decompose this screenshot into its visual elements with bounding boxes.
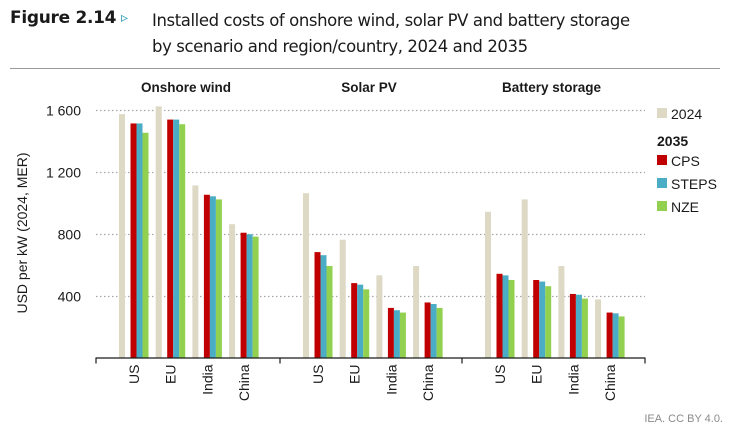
bar-cps [167, 119, 174, 358]
category-label: India [199, 364, 215, 395]
category-label: China [236, 364, 252, 401]
category-label: EU [529, 365, 545, 384]
bar-steps [320, 255, 327, 358]
bar-steps [430, 304, 437, 358]
bar-cps [240, 232, 247, 358]
title-divider [10, 68, 720, 69]
bar-steps [575, 294, 582, 358]
category-label: US [492, 365, 508, 384]
bar-nze [179, 124, 186, 358]
bar-cps [203, 194, 210, 358]
bar-cps [314, 252, 321, 358]
bar-steps [502, 275, 509, 358]
bar-2024 [339, 239, 346, 358]
bar-steps [539, 281, 546, 358]
legend-group-heading: 2035 [657, 133, 688, 149]
bar-nze [581, 298, 588, 358]
panel-title: Onshore wind [141, 80, 231, 95]
y-tick-label: 1 600 [46, 103, 81, 119]
legend-swatch-nze [657, 201, 667, 211]
bar-nze [215, 199, 222, 358]
bar-cps [496, 273, 503, 358]
legend-swatch-steps [657, 178, 667, 188]
bar-2024 [119, 114, 125, 358]
bar-cps [606, 312, 613, 358]
category-label: China [420, 364, 436, 401]
bar-nze [252, 236, 259, 358]
bar-cps [569, 293, 576, 358]
bar-cps [424, 302, 431, 358]
bar-cps [130, 123, 137, 358]
bar-2024 [192, 185, 199, 358]
source-credit: IEA. CC BY 4.0. [644, 413, 723, 425]
bars [119, 106, 625, 358]
category-label: US [310, 365, 326, 384]
y-tick-label: 800 [58, 227, 82, 243]
bar-nze [326, 266, 333, 358]
bar-nze [508, 280, 515, 358]
category-label: EU [163, 365, 179, 384]
bar-steps [246, 234, 253, 358]
category-label: India [383, 364, 399, 395]
legend-label: NZE [671, 199, 699, 215]
y-axis-title: USD per kW (2024, MER) [14, 152, 30, 313]
bar-2024 [229, 224, 236, 358]
bar-2024 [413, 266, 420, 358]
triangle-arrow-icon: ▹ [121, 10, 129, 26]
bar-2024 [485, 211, 491, 358]
y-tick-label: 1 200 [46, 165, 81, 181]
bar-cps [351, 283, 358, 358]
gridlines [96, 109, 645, 298]
bar-nze [618, 316, 625, 358]
bar-cps [533, 280, 540, 358]
bar-steps [393, 310, 400, 358]
bar-2024 [376, 275, 383, 358]
legend-label: 2024 [671, 106, 702, 122]
category-label: US [126, 365, 142, 384]
bar-steps [173, 119, 180, 358]
bar-steps [136, 123, 143, 358]
category-label: China [602, 364, 618, 401]
legend-label: STEPS [671, 176, 717, 192]
bar-steps [612, 313, 619, 358]
axes [95, 357, 646, 364]
labels: 400 800 1 200 1 600 USD per kW (2024, MER) On… [14, 80, 618, 401]
figure-title-line-2: by scenario and region/country, 2024 and… [152, 37, 528, 56]
bar-steps [357, 284, 364, 358]
figure-title-line-1: Installed costs of onshore wind, solar P… [152, 11, 630, 30]
bar-nze [363, 289, 370, 358]
bar-nze [436, 307, 443, 358]
bar-2024 [558, 266, 565, 358]
figure-title: Installed costs of onshore wind, solar P… [152, 8, 722, 60]
bar-cps [387, 307, 394, 358]
bar-2024 [155, 106, 162, 358]
bar-nze [399, 312, 406, 358]
legend: 2024 2035 CPS STEPS NZE [657, 106, 717, 215]
panel-title: Battery storage [502, 80, 602, 95]
category-label: India [565, 364, 581, 395]
y-tick-label: 400 [58, 289, 82, 305]
legend-swatch-2024 [657, 108, 667, 118]
legend-label: CPS [671, 153, 700, 169]
bar-2024 [521, 199, 528, 358]
category-label: EU [347, 365, 363, 384]
bar-2024 [303, 193, 309, 358]
bar-2024 [595, 299, 602, 358]
bar-nze [545, 286, 552, 358]
bar-nze [142, 132, 149, 358]
bar-steps [209, 196, 216, 358]
panel-title: Solar PV [341, 80, 397, 95]
legend-swatch-cps [657, 155, 667, 165]
figure-label: Figure 2.14 [10, 8, 117, 28]
